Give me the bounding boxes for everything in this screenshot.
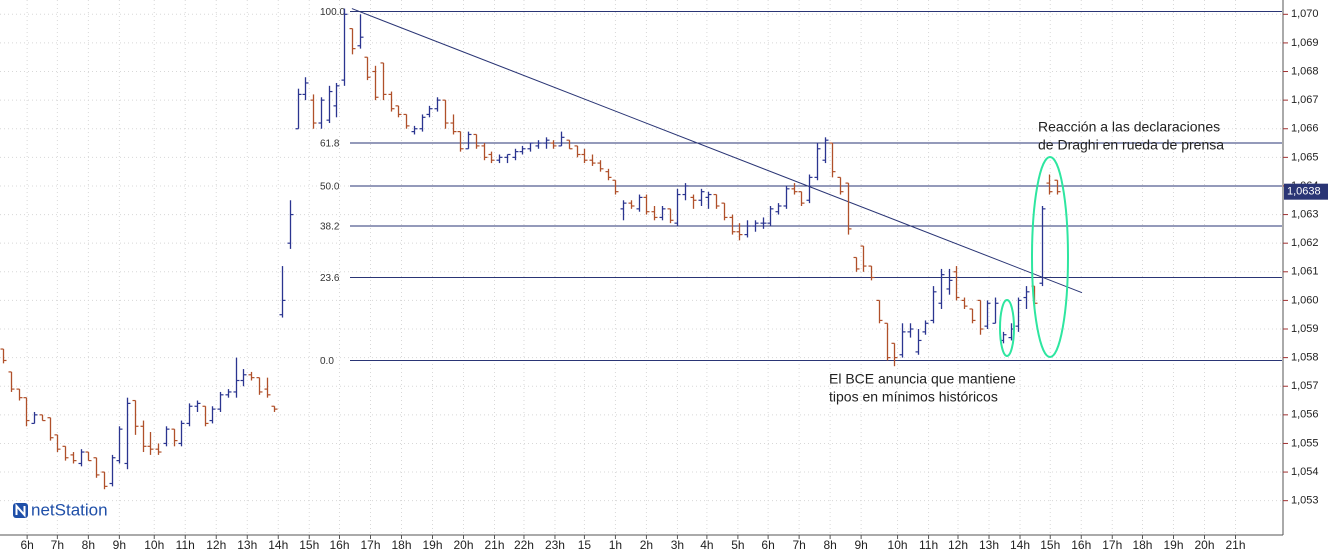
annotation: tipos en mínimos históricos (829, 389, 998, 405)
y-tick-label: 1,065 (1291, 151, 1319, 163)
fib-label: 38.2 (320, 222, 340, 233)
x-tick-label: 19h (422, 538, 442, 552)
grid-layer (0, 0, 1282, 535)
x-tick-label: 12h (206, 538, 226, 552)
fib-label: 61.8 (320, 139, 340, 150)
y-tick-label: 1,061 (1291, 266, 1319, 278)
annotation: de Draghi en rueda de prensa (1038, 137, 1224, 153)
x-tick-label: 18h (1132, 538, 1152, 552)
x-tick-label: 11h (919, 538, 938, 552)
logo-icon-mark (15, 503, 26, 518)
x-tick-label: 7h (792, 538, 805, 552)
y-tick-label: 1,055 (1291, 437, 1319, 449)
x-tick-label: 5h (731, 538, 744, 552)
x-tick-label: 22h (514, 538, 534, 552)
annotation: El BCE anuncia que mantiene (829, 371, 1016, 387)
logo: netStation (13, 500, 108, 519)
x-tick-label: 12h (948, 538, 968, 552)
fib-label: 100.0 (320, 7, 345, 18)
x-tick-label: 3h (671, 538, 684, 552)
x-tick-label: 16h (329, 538, 349, 552)
x-tick-label: 7h (51, 538, 64, 552)
x-tick-label: 23h (545, 538, 565, 552)
x-tick-label: 6h (20, 538, 33, 552)
y-tick-label: 1,053 (1291, 495, 1319, 507)
y-tick-label: 1,060 (1291, 294, 1319, 306)
x-tick-label: 1h (609, 538, 622, 552)
x-tick-label: 6h (761, 538, 774, 552)
y-tick-label: 1,069 (1291, 37, 1319, 49)
bars-layer (0, 8, 1061, 490)
highlight-ellipse (999, 299, 1015, 357)
y-tick-label: 1,054 (1291, 466, 1319, 478)
fib-label: 23.6 (320, 273, 340, 284)
trendline (351, 8, 1083, 294)
y-tick-label: 1,063 (1291, 208, 1319, 220)
x-tick-label: 10h (144, 538, 164, 552)
x-tick-label: 15h (299, 538, 319, 552)
y-tick-label: 1,070 (1291, 8, 1319, 20)
x-tick-label: 9h (854, 538, 867, 552)
x-tick-label: 19h (1163, 538, 1183, 552)
x-tick-label: 13h (237, 538, 257, 552)
y-tick-label: 1,059 (1291, 323, 1319, 335)
y-tick-label: 1,056 (1291, 409, 1319, 421)
x-tick-label: 4h (700, 538, 713, 552)
y-tick-label: 1,057 (1291, 380, 1319, 392)
annotation: Reacción a las declaraciones (1038, 119, 1220, 135)
x-tick-label: 15h (1040, 538, 1060, 552)
x-tick-label: 15 (578, 538, 592, 552)
x-tick-label: 14h (1010, 538, 1030, 552)
y-tick-label: 1,058 (1291, 352, 1319, 364)
x-tick-label: 8h (82, 538, 95, 552)
logo-text: netStation (31, 500, 108, 519)
last-price-label: 1,0638 (1287, 186, 1321, 198)
x-tick-label: 2h (640, 538, 653, 552)
x-tick-label: 21h (1225, 538, 1245, 552)
highlight-ellipse (1031, 156, 1069, 358)
x-tick-label: 9h (113, 538, 126, 552)
x-tick-label: 17h (360, 538, 380, 552)
x-tick-label: 13h (979, 538, 999, 552)
y-tick-label: 1,067 (1291, 94, 1319, 106)
x-tick-label: 21h (484, 538, 504, 552)
y-tick-label: 1,062 (1291, 237, 1319, 249)
x-tick-label: 16h (1071, 538, 1091, 552)
x-tick-label: 10h (888, 538, 908, 552)
y-tick-label: 1,068 (1291, 65, 1319, 77)
x-tick-label: 11h (176, 538, 195, 552)
y-tick-label: 1,066 (1291, 123, 1319, 135)
x-tick-label: 20h (1194, 538, 1214, 552)
x-tick-label: 17h (1102, 538, 1122, 552)
fib-label: 50.0 (320, 182, 340, 193)
last-price-tag (1284, 183, 1328, 200)
x-tick-label: 14h (268, 538, 288, 552)
x-tick-label: 20h (453, 538, 473, 552)
x-tick-label: 8h (823, 538, 836, 552)
fib-label: 0.0 (320, 356, 334, 367)
x-tick-label: 18h (391, 538, 411, 552)
fib-layer: 100.0 61.8 50.0 38.2 23.6 0.0 (320, 7, 1282, 367)
